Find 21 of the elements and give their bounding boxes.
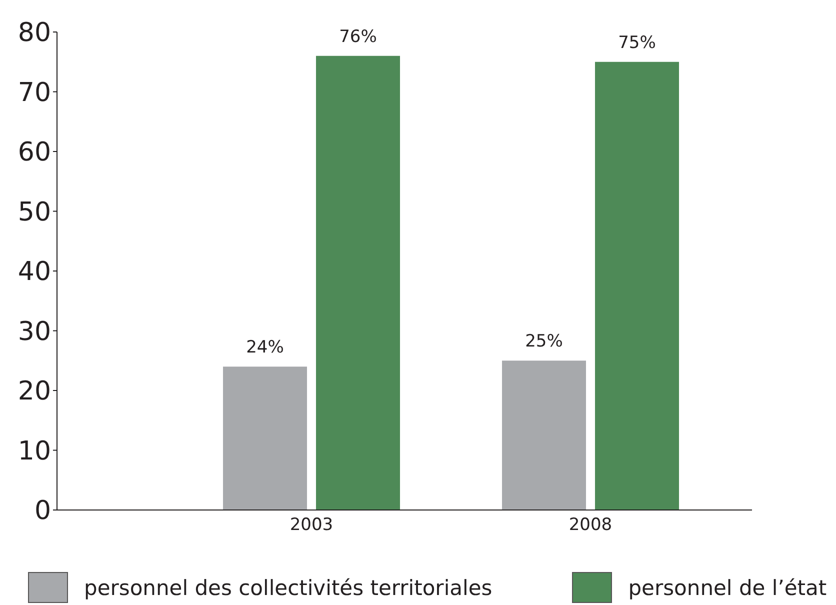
y-tick-label: 60 xyxy=(18,138,51,168)
y-tick-label: 40 xyxy=(18,257,51,288)
data-label: 25% xyxy=(525,332,563,352)
bar xyxy=(502,360,586,510)
data-label: 75% xyxy=(618,32,656,53)
y-tick-label: 20 xyxy=(18,376,51,407)
y-tick-label: 10 xyxy=(18,436,51,466)
bar xyxy=(316,56,400,510)
legend-label: personnel de l’état xyxy=(628,576,827,600)
y-tick-label: 50 xyxy=(18,197,51,228)
y-tick-label: 80 xyxy=(18,18,51,48)
bar xyxy=(595,62,679,510)
y-tick-label: 30 xyxy=(18,316,51,347)
x-tick-label: 2003 xyxy=(290,515,334,536)
y-tick-label: 70 xyxy=(18,78,51,108)
bar xyxy=(223,366,307,510)
legend-label: personnel des collectivités territoriales xyxy=(84,576,492,600)
x-tick-label: 2008 xyxy=(568,515,612,536)
data-label: 24% xyxy=(246,338,284,358)
data-label: 76% xyxy=(339,26,377,47)
y-tick-label: 0 xyxy=(34,496,51,526)
